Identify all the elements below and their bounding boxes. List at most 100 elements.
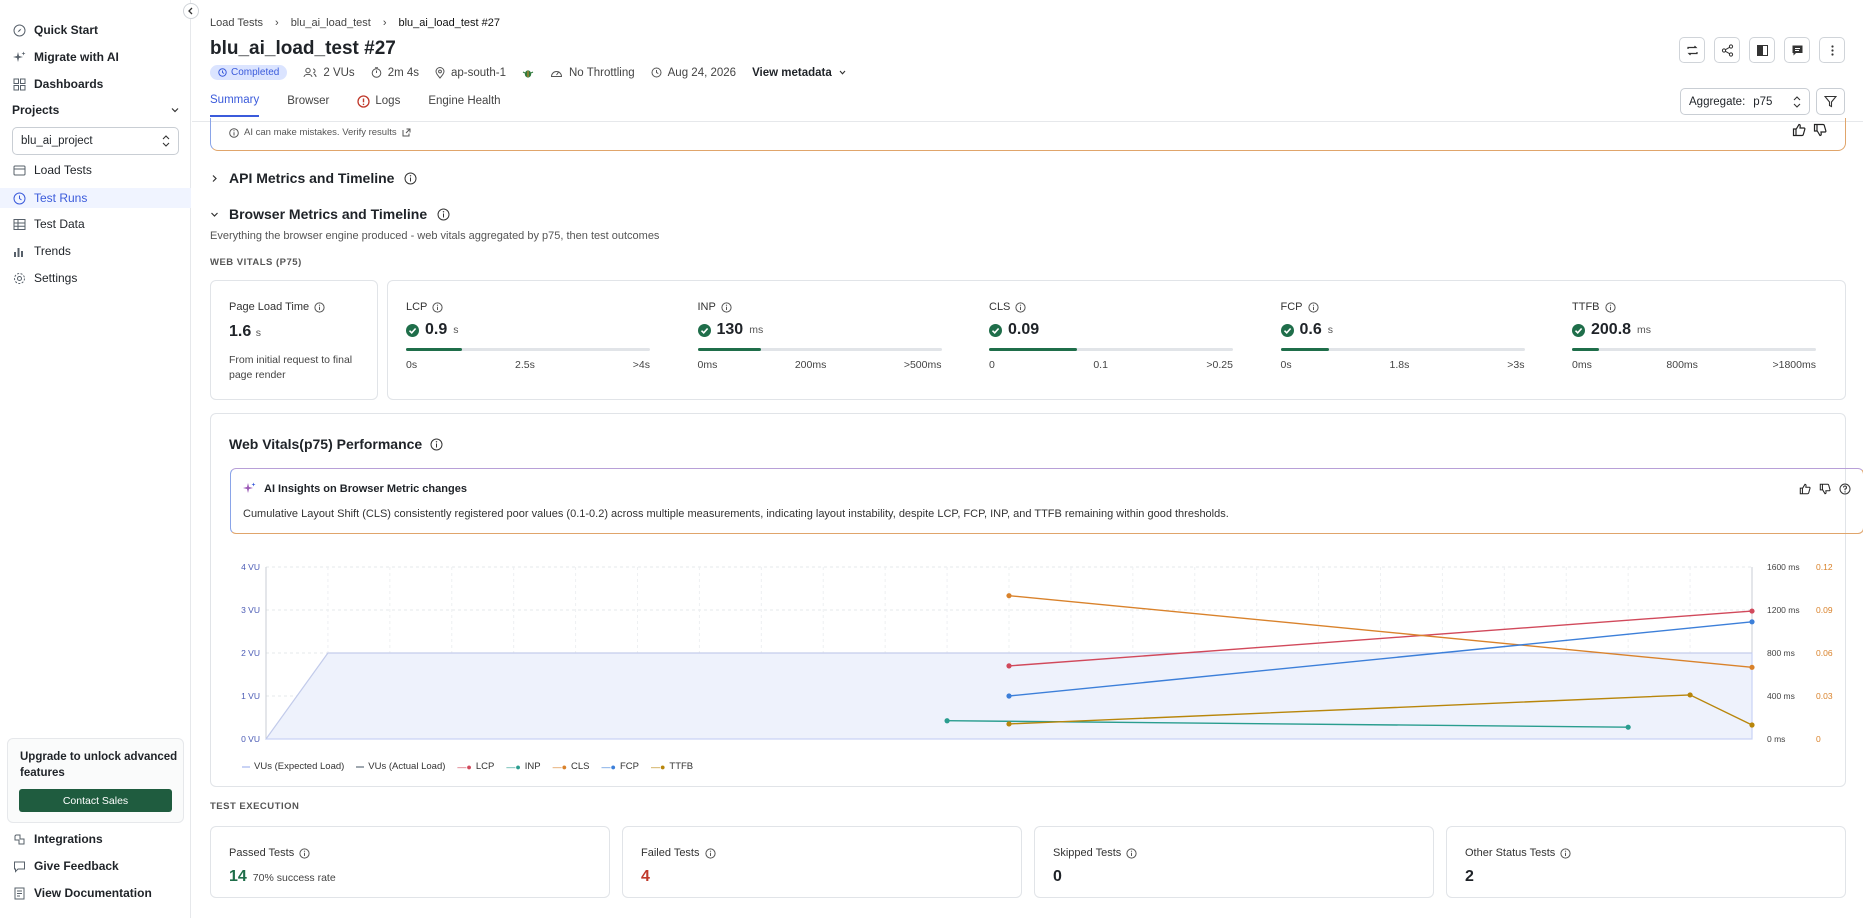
region-text: ap-south-1 [451,66,506,79]
comments-button[interactable] [1784,37,1810,63]
thumbs-up-icon[interactable] [1799,483,1811,495]
page-load-value-row: 1.6 s [229,323,261,341]
nav-label: Test Data [34,217,85,231]
legend-item[interactable]: —● FCP [602,761,639,772]
contact-sales-button[interactable]: Contact Sales [19,789,172,812]
more-options-button[interactable] [1819,37,1845,63]
nav-load-tests[interactable]: Load Tests [12,161,92,179]
nav-integrations[interactable]: Integrations [12,830,103,848]
aggregate-select[interactable]: Aggregate: p75 [1680,88,1810,115]
chevron-right-icon: › [275,17,279,29]
test-stat-value: 14 [229,868,247,885]
x-tick-label: 12:11:10 [1550,745,1583,747]
x-tick-label: 12:10:10 [807,745,840,747]
series-ttfb-point [1749,722,1755,728]
series-vus-actual-load-line [265,652,1752,740]
test-stat-value-row: 2 [1465,868,1474,886]
rerun-button[interactable] [1679,37,1705,63]
vital-label-row: TTFB [1572,301,1816,313]
breadcrumb-link[interactable]: blu_ai_load_test [290,17,371,29]
nav-dashboards[interactable]: Dashboards [12,75,103,93]
ai-disclaimer-text[interactable]: AI can make mistakes. Verify results [244,127,397,138]
tab-logs[interactable]: Logs [357,94,400,117]
y-tick-label: 3 VU [241,605,260,615]
thumbs-up-icon[interactable] [1792,123,1806,137]
legend-item[interactable]: —● LCP [457,761,494,772]
scale-max: >3s [1507,359,1525,371]
list-icon [12,163,26,177]
nav-view-documentation[interactable]: View Documentation [12,884,152,902]
series-lcp-point [1006,663,1012,669]
tab-label: Browser [287,95,330,107]
date-text: Aug 24, 2026 [667,66,737,79]
test-stat-value-row: 14 70% success rate [229,868,336,886]
scale-max: >500ms [903,359,942,371]
nav-test-runs[interactable]: Test Runs [0,188,191,208]
y-tick-label-ms: 800 ms [1767,648,1795,658]
legend-item[interactable]: —● INP [506,761,540,772]
nav-migrate-with-ai[interactable]: Migrate with AI [12,48,119,66]
thumbs-down-icon[interactable] [1813,123,1827,137]
y-tick-label-cls: 0 [1816,734,1821,744]
breadcrumb-link[interactable]: Load Tests [210,17,264,29]
sidebar: Quick Start Migrate with AI Dashboards P… [0,0,199,918]
test-stat-passed-tests: Passed Tests 14 70% success rate [210,826,610,898]
duration-meta: 2m 4s [371,67,419,79]
nav-settings[interactable]: Settings [12,269,77,287]
scale-max: >0.25 [1206,359,1233,371]
breadcrumb: Load Tests › blu_ai_load_test › blu_ai_l… [210,17,500,29]
vital-fcp: FCP 0.6 s 0s 1.8s >3s [1280,301,1525,371]
nav-give-feedback[interactable]: Give Feedback [12,857,119,875]
browser-section-toggle[interactable]: Browser Metrics and Timeline [210,206,450,222]
aggregate-label: Aggregate: [1689,95,1746,108]
legend-dot-marker: —● [650,761,666,772]
legend-label: VUs (Expected Load) [254,761,345,772]
x-tick-label: 12:10:55 [1364,745,1397,747]
vital-scale: 0s 1.8s >3s [1281,359,1525,371]
external-link-icon [402,128,411,137]
legend-item[interactable]: —● CLS [553,761,590,772]
tab-bar: Summary Browser Logs Engine Health [210,94,501,117]
legend-item[interactable]: VUs (Actual Load) [356,761,445,772]
test-stat-failed-tests: Failed Tests 4 [622,826,1022,898]
x-tick-label: 12:10:50 [1302,745,1335,747]
nav-trends[interactable]: Trends [12,242,71,260]
view-metadata-button[interactable]: View metadata [752,67,847,79]
legend-item[interactable]: —● TTFB [651,761,693,772]
collapse-sidebar-button[interactable] [183,3,199,19]
nav-test-data[interactable]: Test Data [12,215,85,233]
nav-quick-start[interactable]: Quick Start [12,21,98,39]
project-select[interactable]: blu_ai_project [12,127,179,155]
aggregate-value: p75 [1753,95,1773,108]
date-meta: Aug 24, 2026 [651,67,736,79]
check-circle-icon [1572,323,1585,337]
vital-scale: 0 0.1 >0.25 [989,359,1233,371]
thumbs-down-icon[interactable] [1819,483,1831,495]
projects-header[interactable]: Projects [12,103,180,117]
breadcrumb-current: blu_ai_load_test #27 [398,17,501,29]
scale-mid: 2.5s [515,359,535,371]
tab-engine-health[interactable]: Engine Health [428,94,500,117]
y-tick-label-cls: 0.06 [1816,648,1833,658]
legend-item[interactable]: VUs (Expected Load) [242,761,344,772]
series-cls-point [1006,593,1012,599]
perf-title: Web Vitals(p75) Performance [229,436,423,452]
series-lcp-line [1008,610,1753,667]
series-fcp-point [1006,693,1012,699]
api-section-toggle[interactable]: API Metrics and Timeline [210,170,417,186]
alert-circle-icon [357,94,371,108]
vital-label-row: LCP [406,301,650,313]
tab-summary[interactable]: Summary [210,94,260,117]
region-meta: ap-south-1 [435,67,506,79]
info-icon [229,127,239,138]
vital-inp: INP 130 ms 0ms 200ms >500ms [697,301,942,371]
vital-ttfb: TTFB 200.8 ms 0ms 800ms >1800ms [1572,301,1816,371]
share-button[interactable] [1714,37,1740,63]
ai-insight-box: AI Insights on Browser Metric changes Cu… [230,468,1863,534]
info-icon [1307,301,1319,313]
tab-browser[interactable]: Browser [287,94,329,117]
compare-button[interactable] [1749,37,1775,63]
filter-button[interactable] [1816,88,1845,115]
vital-label-row: FCP [1281,301,1525,313]
help-icon[interactable] [1839,483,1851,495]
